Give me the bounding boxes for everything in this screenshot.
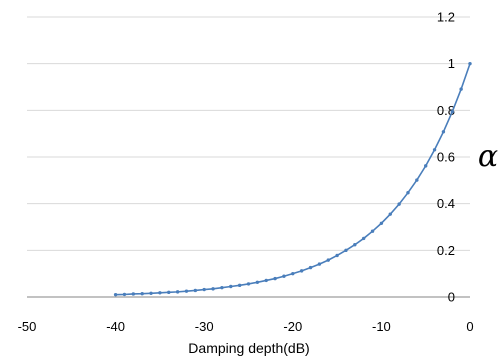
data-point [273,276,277,281]
y-tick-label: 1.2 [437,10,455,25]
data-point [299,269,304,273]
data-point [282,274,286,278]
data-point [361,236,366,241]
data-point [220,285,224,290]
data-point [397,202,401,206]
data-point [167,290,171,295]
y-tick-label: 0 [448,290,455,305]
data-point [184,289,189,293]
data-point [326,258,330,262]
data-point [406,191,410,195]
data-point [131,292,136,296]
data-point [255,280,260,284]
data-point [246,282,251,286]
data-point [379,221,384,225]
data-point [459,87,463,91]
x-tick-label: -10 [372,319,391,334]
x-tick-label: -50 [18,319,37,334]
y-tick-label: 1 [448,56,455,71]
data-point [264,278,268,283]
data-point [122,292,127,297]
data-point [468,61,472,66]
y-tick-label: 0.6 [437,150,455,165]
x-tick-label: -40 [106,319,125,334]
data-point [229,284,233,289]
data-point [158,291,162,295]
data-point [424,164,428,168]
data-point [353,243,357,247]
data-point [335,253,339,258]
data-point [415,178,419,182]
x-axis-label: Damping depth(dB) [188,340,309,356]
gridlines [27,16,470,251]
data-point [175,290,180,294]
data-point [370,229,375,233]
data-point [291,271,295,276]
data-point [388,212,392,216]
x-tick-label: 0 [466,319,473,334]
data-point [149,291,153,295]
data-point [317,262,322,266]
data-point [344,248,348,253]
data-point [308,265,313,270]
series-markers [113,61,472,297]
data-point [441,130,446,134]
x-tick-label: -30 [195,319,214,334]
x-tick-label: -20 [283,319,302,334]
data-point [193,288,198,293]
y-tick-label: 0.2 [437,243,455,258]
y-tick-label: 0.4 [437,196,455,211]
data-point [140,292,144,296]
data-point [113,292,118,297]
x-tick-labels: -50 -40 -30 -20 -10 0 [18,319,474,334]
data-point [202,287,206,292]
data-point [432,148,437,152]
data-point [237,283,242,288]
y-tick-labels: 00.20.40.60.811.2 [437,10,455,305]
y-axis-label: α [478,139,498,174]
data-point [450,110,454,114]
data-point [211,287,215,291]
